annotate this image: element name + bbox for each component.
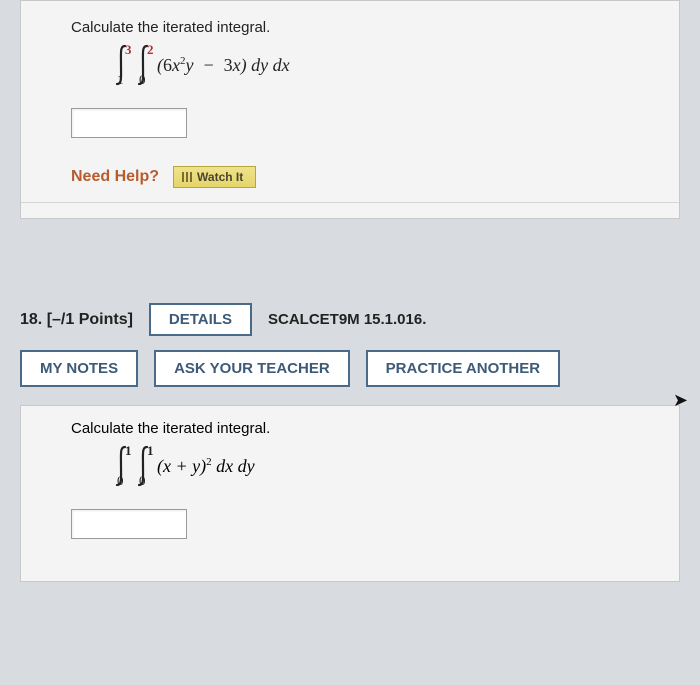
question-panel-2: Calculate the iterated integral. 1 0 1 0…: [20, 405, 680, 582]
q1-outer-lower: 1: [117, 72, 124, 88]
watch-it-button[interactable]: Watch It: [173, 166, 256, 188]
q1-integrand: (6x2y − 3x) dy dx: [157, 55, 290, 76]
watch-icon: [182, 172, 192, 182]
q1-inner-lower: 0: [139, 72, 146, 88]
q2-integrand: (x + y)2 dx dy: [157, 456, 255, 477]
integral-symbol-outer-2: 1 0: [111, 445, 133, 487]
q1-outer-upper: 3: [125, 42, 132, 58]
ask-teacher-button[interactable]: ASK YOUR TEACHER: [154, 350, 350, 387]
details-button[interactable]: DETAILS: [149, 303, 252, 336]
need-help-label: Need Help?: [71, 168, 159, 186]
q2-prompt: Calculate the iterated integral.: [71, 420, 639, 437]
q2-inner-upper: 1: [147, 443, 154, 459]
practice-another-button[interactable]: PRACTICE ANOTHER: [366, 350, 560, 387]
q2-outer-upper: 1: [125, 443, 132, 459]
q2-outer-lower: 0: [117, 473, 124, 489]
q2-reference: SCALCET9M 15.1.016.: [268, 311, 426, 328]
q2-points: 18. [–/1 Points]: [20, 311, 133, 329]
integral-symbol-inner: 2 0: [133, 44, 155, 86]
integral-symbol-outer: 3 1: [111, 44, 133, 86]
q2-header: 18. [–/1 Points] DETAILS SCALCET9M 15.1.…: [0, 297, 700, 346]
q1-inner-upper: 2: [147, 42, 154, 58]
q2-inner-lower: 0: [139, 473, 146, 489]
q2-integral: 1 0 1 0 (x + y)2 dx dy: [111, 445, 639, 487]
my-notes-button[interactable]: MY NOTES: [20, 350, 138, 387]
question-panel-1: Calculate the iterated integral. 3 1 2 0…: [20, 0, 680, 219]
q1-integral: 3 1 2 0 (6x2y − 3x) dy dx: [111, 44, 639, 86]
watch-it-label: Watch It: [197, 170, 243, 184]
q1-answer-input[interactable]: [71, 108, 187, 138]
q2-answer-input[interactable]: [71, 509, 187, 539]
q2-actions: MY NOTES ASK YOUR TEACHER PRACTICE ANOTH…: [0, 346, 700, 405]
divider: [21, 202, 679, 203]
q1-prompt: Calculate the iterated integral.: [71, 19, 639, 36]
integral-symbol-inner-2: 1 0: [133, 445, 155, 487]
